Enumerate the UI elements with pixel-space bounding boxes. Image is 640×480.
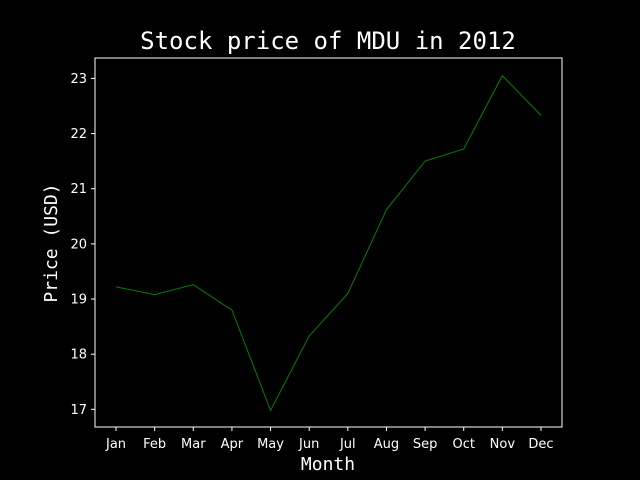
x-tick-label: May bbox=[257, 437, 284, 452]
y-tick-label: 19 bbox=[70, 293, 87, 308]
y-tick-label: 23 bbox=[70, 72, 87, 87]
x-tick-label: Feb bbox=[143, 437, 166, 452]
y-tick-label: 17 bbox=[70, 403, 87, 418]
x-tick-label: Aug bbox=[374, 437, 399, 452]
axes-frame bbox=[94, 57, 563, 428]
x-axis: Jan Feb Mar Apr May Jun Jul Aug Sep Oct Nov Dec bbox=[105, 427, 554, 452]
x-tick-label: Jul bbox=[339, 437, 356, 452]
plot-area bbox=[94, 57, 563, 428]
chart-title: Stock price of MDU in 2012 bbox=[140, 27, 516, 55]
x-tick-label: Dec bbox=[528, 437, 553, 452]
series-line bbox=[115, 74, 542, 412]
x-tick-label: Sep bbox=[413, 437, 438, 452]
y-tick-label: 18 bbox=[70, 348, 87, 363]
x-tick-label: Jan bbox=[105, 437, 126, 452]
y-tick-label: 20 bbox=[70, 237, 87, 252]
x-tick-label: Mar bbox=[181, 437, 206, 452]
x-tick-label: Oct bbox=[452, 437, 474, 452]
x-tick-label: Apr bbox=[221, 437, 244, 452]
y-tick-label: 22 bbox=[70, 127, 87, 142]
x-tick-label: Nov bbox=[490, 437, 516, 452]
y-tick-label: 21 bbox=[70, 182, 87, 197]
y-axis-label: Price (USD) bbox=[41, 183, 62, 302]
x-tick-label: Jun bbox=[298, 437, 319, 452]
x-axis-label: Month bbox=[301, 454, 355, 475]
y-axis: 17 18 19 20 21 22 23 bbox=[70, 72, 95, 418]
